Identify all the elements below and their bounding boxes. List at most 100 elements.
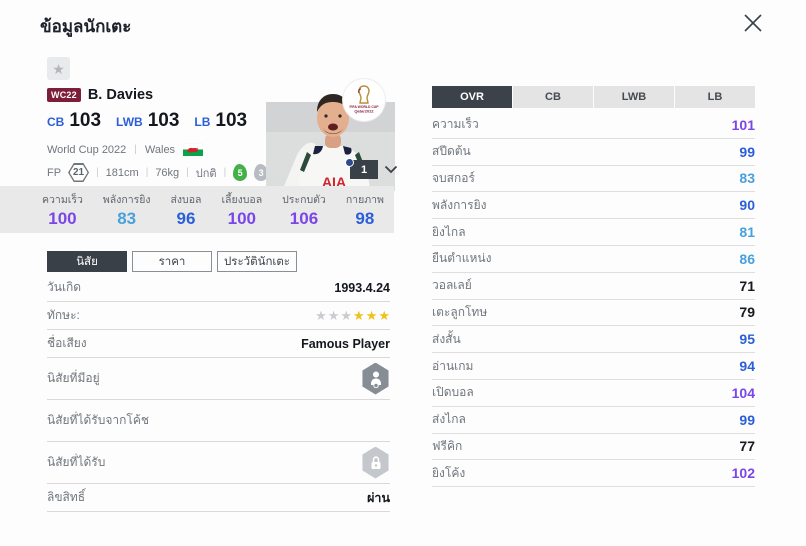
skill-label: ทักษะ:	[47, 308, 80, 322]
divider: |	[134, 144, 137, 155]
divider: |	[186, 167, 189, 178]
svg-text:FIFA WORLD CUP: FIFA WORLD CUP	[349, 105, 379, 109]
height-value: 181cm	[105, 166, 139, 179]
tournament-label: World Cup 2022	[47, 143, 127, 156]
attribute-label: ส่งสั้น	[432, 331, 461, 346]
attribute-value: 94	[739, 358, 755, 375]
attribute-value: 90	[739, 197, 755, 214]
main-stat-label: กายภาพ	[345, 193, 384, 206]
attribute-label: ความเร็ว	[432, 117, 479, 132]
attribute-value: 101	[731, 116, 755, 133]
license-value: ผ่าน	[367, 490, 390, 505]
divider: |	[145, 167, 149, 178]
lock-icon	[362, 446, 389, 479]
detail-row-trait-coach: นิสัยที่ได้รับจากโค้ช	[47, 400, 390, 442]
trait-received-label: นิสัยที่ได้รับ	[47, 455, 106, 469]
detail-row-license: ลิขสิทธิ์ ผ่าน	[47, 484, 390, 512]
attribute-value: 95	[739, 331, 755, 348]
close-button[interactable]	[738, 8, 768, 38]
condition-value: ปกติ	[195, 167, 217, 180]
attribute-value: 104	[731, 384, 755, 401]
detail-row-birthdate: วันเกิด 1993.4.24	[47, 274, 390, 302]
attribute-value: 86	[739, 250, 755, 267]
favorite-button[interactable]: ★	[47, 57, 70, 80]
attribute-tab[interactable]: CB	[513, 86, 594, 108]
nation-label: Wales	[144, 143, 176, 156]
attribute-value: 99	[739, 143, 755, 160]
detail-row-trait-owned: นิสัยที่มีอยู่	[47, 358, 390, 400]
attribute-row: สปีดต้น 99	[432, 139, 755, 166]
main-stat: ส่งบอล 96	[171, 191, 202, 229]
fame-label: ชื่อเสียง	[47, 336, 87, 350]
star-empty-icon: ★	[327, 307, 340, 323]
star-filled-icon: ★	[353, 307, 365, 323]
attribute-row: พลังการยิง 90	[432, 192, 755, 220]
main-stat-label: ส่งบอล	[170, 193, 202, 206]
main-stat-value: 96	[176, 208, 196, 228]
attribute-row: ยิงโค้ง 102	[432, 460, 755, 488]
attribute-label: ฟรีคิก	[432, 438, 463, 453]
position-label: CB	[47, 115, 65, 129]
attribute-value: 79	[739, 304, 755, 321]
fp-label: FP	[47, 166, 62, 179]
main-stat-value: 98	[355, 208, 375, 228]
detail-tab[interactable]: นิสัย	[47, 251, 127, 272]
attribute-tab[interactable]: OVR	[432, 86, 513, 108]
upgrade-dot-icon	[345, 158, 354, 167]
trait-coach-label: นิสัยที่ได้รับจากโค้ช	[47, 413, 150, 427]
license-label: ลิขสิทธิ์	[47, 490, 86, 504]
attribute-row: ความเร็ว 101	[432, 112, 755, 139]
favorite-star-icon: ★	[52, 60, 65, 77]
hexagon-inner	[69, 164, 88, 181]
fp-level-badge: 21	[68, 163, 90, 182]
attribute-label: วอลเลย์	[432, 278, 472, 293]
main-stat: พลังการยิง 83	[103, 191, 151, 229]
player-meta-row-2: FP 21 | 181cm | 76kg | ปกติ | 5 3	[47, 163, 269, 182]
close-icon	[744, 14, 762, 32]
position-rating: CB 103	[47, 110, 101, 132]
main-stat: ประกบตัว 106	[282, 191, 326, 229]
attribute-value: 77	[739, 438, 755, 455]
fame-value: Famous Player	[301, 336, 390, 351]
attribute-row: ส่งสั้น 95	[432, 326, 755, 354]
detail-tab[interactable]: ราคา	[132, 251, 212, 272]
chevron-down-icon[interactable]	[384, 165, 398, 174]
player-meta-row-1: World Cup 2022 | Wales	[47, 143, 204, 156]
position-rating: LB 103	[194, 110, 247, 132]
attribute-label: พลังการยิง	[432, 197, 487, 212]
star-empty-icon: ★	[340, 307, 353, 323]
player-name-row: WC22 B. Davies	[47, 87, 153, 103]
attribute-label: เตะลูกโทษ	[432, 304, 488, 319]
position-value: 103	[215, 110, 248, 131]
skill-stars: ★ ★ ★ ★ ★ ★	[315, 308, 390, 324]
detail-list: วันเกิด 1993.4.24 ทักษะ: ★ ★ ★ ★ ★ ★ ชื่อเสีย…	[47, 274, 390, 512]
card-season-badge: WC22	[47, 88, 81, 102]
attribute-label: สปีดต้น	[432, 144, 471, 159]
attribute-row: จบสกอร์ 83	[432, 166, 755, 193]
main-stat-label: พลังการยิง	[102, 193, 151, 206]
position-ratings: CB 103 LWB 103 LB 103	[47, 110, 247, 132]
attribute-tab[interactable]: LWB	[594, 86, 675, 108]
detail-tabs: นิสัย ราคา ประวัตินักเตะ	[47, 251, 297, 272]
card-level-value: 1	[350, 160, 378, 179]
detail-tab[interactable]: ประวัตินักเตะ	[217, 251, 297, 272]
attribute-label: ยิงโค้ง	[432, 465, 466, 480]
position-rating: LWB 103	[116, 110, 179, 132]
svg-text:Qatar2022: Qatar2022	[354, 109, 374, 114]
attribute-value: 71	[739, 277, 755, 294]
star-filled-icon: ★	[378, 307, 390, 323]
attribute-row: ยืนตำแหน่ง 86	[432, 246, 755, 273]
main-stat-value: 83	[117, 208, 137, 228]
star-filled-icon: ★	[365, 307, 378, 323]
birthdate-value: 1993.4.24	[334, 280, 390, 295]
attribute-value: 99	[739, 411, 755, 428]
detail-row-trait-received: นิสัยที่ได้รับ	[47, 442, 390, 484]
position-value: 103	[147, 110, 180, 131]
attribute-row: เตะลูกโทษ 79	[432, 300, 755, 327]
position-value: 103	[69, 110, 102, 131]
left-foot-icon: 5	[233, 164, 248, 181]
card-level-dropdown[interactable]: 1	[345, 158, 398, 179]
attribute-tab[interactable]: LB	[707, 91, 723, 103]
attribute-label: เปิดบอล	[432, 385, 474, 400]
